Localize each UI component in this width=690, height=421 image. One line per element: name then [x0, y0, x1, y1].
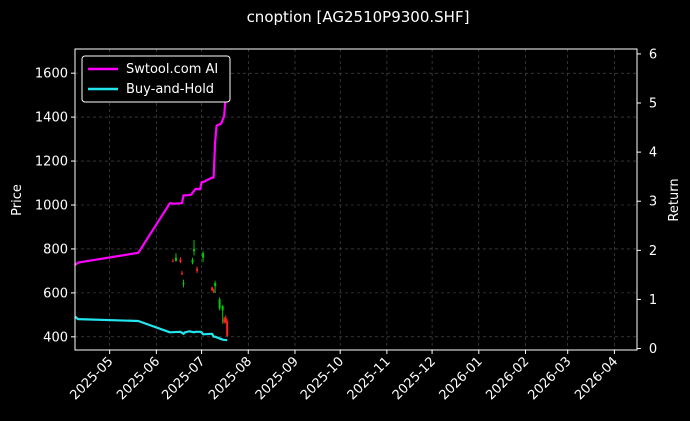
candle-body [218, 299, 221, 309]
y-right-tick-label: 6 [649, 47, 657, 62]
legend-box [81, 55, 231, 103]
y-left-tick-label: 1200 [35, 155, 68, 170]
y-left-tick-label: 800 [43, 242, 68, 257]
candle-body [214, 282, 217, 287]
plot-frame [74, 48, 638, 351]
candlesticks [171, 240, 229, 337]
right-y-axis-ticks: 0 1 2 3 4 5 6 [637, 47, 657, 357]
candle-body [174, 257, 177, 262]
y-left-tick-label: 1600 [35, 67, 68, 82]
candle-body [226, 321, 229, 336]
chart-title: cnoption [AG2510P9300.SHF] [247, 8, 470, 26]
left-y-axis-ticks: 400 600 800 1000 1200 1400 1600 [35, 67, 75, 345]
y-left-tick-label: 400 [43, 330, 68, 345]
candle-body [223, 319, 226, 322]
y-right-tick-label: 3 [649, 195, 657, 210]
y-right-tick-label: 5 [649, 97, 657, 112]
series-line-swtool-com-ai [74, 68, 229, 266]
right-axis-label: Return [667, 178, 682, 221]
series-lines [74, 68, 229, 342]
candle-body [211, 287, 214, 291]
y-left-tick-label: 1400 [35, 111, 68, 126]
legend-label-buy-and-hold: Buy-and-Hold [126, 82, 214, 97]
candle-body [202, 253, 205, 258]
candle-body [224, 317, 227, 323]
y-left-tick-label: 1000 [35, 198, 68, 213]
candle-body [196, 268, 199, 271]
legend: Swtool.com AI Buy-and-Hold [81, 55, 231, 103]
candle-body [221, 306, 224, 311]
candle-body [180, 273, 183, 275]
candle-body [212, 290, 215, 292]
y-right-tick-label: 1 [649, 293, 657, 308]
legend-label-strategy: Swtool.com AI [126, 62, 218, 77]
candle-body [171, 260, 174, 262]
y-right-tick-label: 2 [649, 244, 657, 259]
candle-body [191, 259, 194, 263]
left-axis-label: Price [10, 184, 25, 216]
y-left-tick-label: 600 [43, 286, 68, 301]
y-right-tick-label: 0 [649, 342, 657, 357]
series-line-buy-and-hold [74, 315, 228, 342]
candle-body [179, 259, 182, 263]
candle-body [182, 282, 185, 285]
y-right-tick-label: 4 [649, 146, 657, 161]
candle-body [193, 248, 196, 252]
